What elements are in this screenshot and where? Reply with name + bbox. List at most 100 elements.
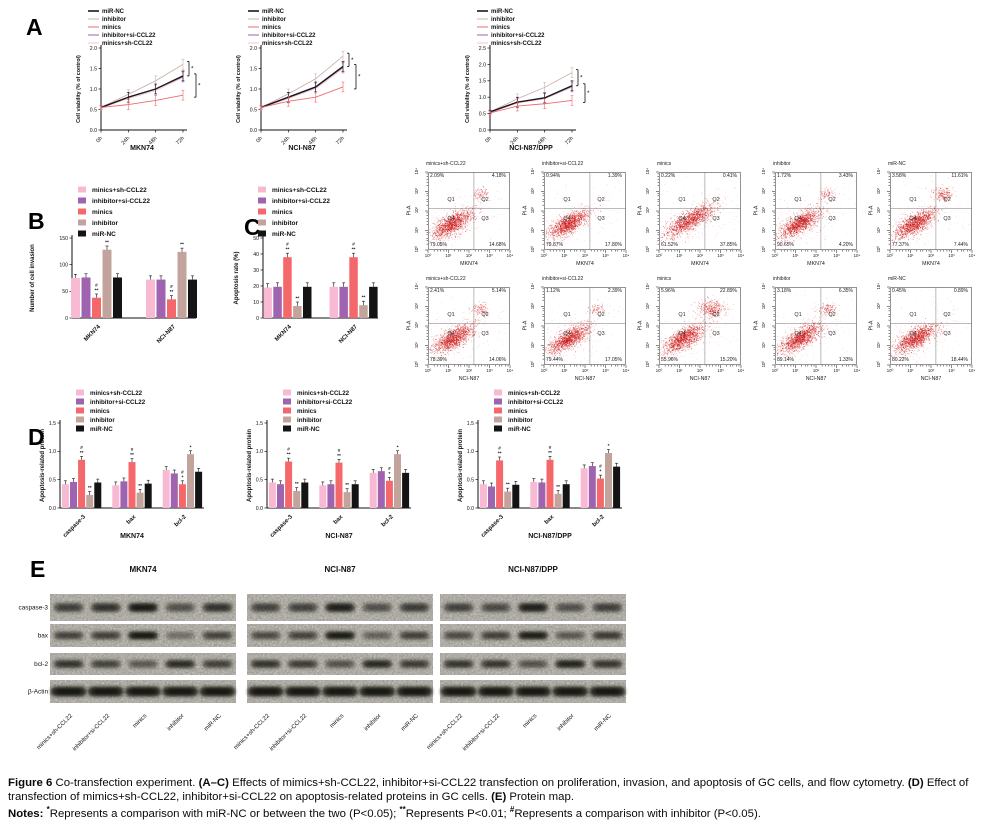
- blot-band-core: [403, 633, 425, 638]
- bar-miR-NC: [303, 286, 312, 318]
- blot-row-label: β-Actin: [28, 689, 48, 696]
- quadrant-label-Q2: Q2: [481, 196, 489, 203]
- blot-band-core: [255, 604, 277, 611]
- flow-y-tick: 10¹: [760, 341, 766, 348]
- sig-star: *: [198, 83, 201, 90]
- quadrant-pct-ur: 3.43%: [838, 172, 853, 179]
- blot-lane-label: minics+sh-CCL22: [426, 713, 464, 751]
- legend-swatch: [258, 219, 266, 226]
- legend-label: minics: [92, 209, 113, 216]
- flow-y-tick: 10²: [760, 322, 766, 329]
- flow-y-tick: 10²: [644, 322, 650, 329]
- bar-inhibitor: [504, 491, 512, 508]
- series-minics: [100, 94, 184, 108]
- legend-label: minics+sh-CCL22: [272, 187, 327, 194]
- quadrant-pct-ul: 0.45%: [892, 287, 907, 294]
- flow-y-tick: 10⁰: [413, 245, 419, 253]
- quadrant-label-Q4: Q4: [678, 331, 686, 338]
- legend-swatch: [258, 197, 266, 204]
- y-tick-label: 0.0: [256, 506, 263, 512]
- caption-segment: **: [399, 804, 406, 814]
- sig-annotation: **: [295, 296, 299, 302]
- flow-x-axis-label: NCI-N87: [689, 376, 711, 382]
- sig-annotation: **: [548, 450, 552, 456]
- flow-dot-cloud: [751, 275, 864, 388]
- y-tick-label: 2.0: [250, 46, 257, 52]
- blot-band-core: [559, 633, 581, 638]
- legend-swatch: [76, 398, 84, 405]
- legend-label: inhibitor+si-CCL22: [491, 33, 545, 39]
- flow-x-tick: 10¹: [792, 368, 799, 373]
- bar-inhibitor+si-CCL22: [120, 481, 128, 508]
- flow-y-tick: 10²: [529, 322, 535, 329]
- flow-title: minics+sh-CCL22: [426, 161, 466, 167]
- blot-band-core: [58, 661, 80, 667]
- bar-minics: [596, 478, 604, 508]
- flow-x-axis-label: NCI-N87: [920, 376, 942, 382]
- y-tick-label: 0.0: [467, 506, 474, 512]
- x-category-label: bcl-2: [592, 514, 607, 529]
- legend-swatch: [494, 389, 502, 396]
- bar-inhibitor+si-CCL22: [538, 482, 546, 508]
- y-tick-label: 1.0: [479, 95, 486, 101]
- blot-band-core: [329, 604, 351, 611]
- y-tick-label: 40: [253, 252, 259, 258]
- blot-lane-label: minics: [329, 713, 345, 729]
- blot-band-core: [95, 661, 117, 667]
- blot-band-core: [366, 604, 388, 611]
- flow-y-axis-label: PI-A: [522, 320, 529, 331]
- flow-plot-NCI-N87-inhibitor: inhibitor 3.18% 6.35% 89.14% 1.33% Q1 Q2 Q3 Q4 10…: [751, 275, 864, 388]
- quadrant-pct-ur: 0.41%: [722, 172, 737, 179]
- caption-segment: Protein map.: [506, 791, 574, 804]
- quadrant-pct-ur: 4.18%: [491, 172, 506, 179]
- quadrant-pct-ll: 79.87%: [546, 242, 563, 248]
- blot-lane-label: minics+sh-CCL22: [233, 713, 271, 751]
- quadrant-pct-ll: 79.05%: [430, 242, 447, 248]
- bar-inhibitor+si-CCL22: [588, 466, 596, 508]
- flow-x-tick: 10²: [812, 368, 820, 373]
- quadrant-label-Q4: Q4: [678, 216, 686, 223]
- quadrant-label-Q2: Q2: [828, 311, 836, 318]
- sig-annotation: #: [286, 242, 289, 248]
- flow-y-tick: 10¹: [875, 226, 881, 233]
- flow-y-tick: 10⁰: [644, 360, 650, 368]
- legend-label: inhibitor+si-CCL22: [508, 399, 564, 406]
- line-chart-NCI-N87: miR-NC inhibitor minics inhibitor+si-CCL22 m…: [236, 9, 361, 152]
- bar-inhibitor+si-CCL22: [273, 286, 282, 318]
- blot-row-label: bax: [38, 633, 49, 640]
- bar-miR-NC: [94, 482, 102, 508]
- sig-annotation: **: [287, 452, 291, 458]
- blot-band-core: [329, 633, 351, 638]
- sig-annotation: #: [599, 464, 602, 470]
- flow-y-tick: 10²: [760, 207, 766, 214]
- y-tick-label: 0.5: [256, 478, 263, 484]
- y-tick-label: 2.0: [479, 62, 486, 68]
- bar-minics: [92, 297, 101, 318]
- flow-y-tick: 10¹: [644, 226, 650, 233]
- bar-minics+sh-CCL22: [268, 482, 276, 508]
- flow-y-axis-label: PI-A: [868, 205, 875, 216]
- blot-band-core: [56, 688, 82, 695]
- flow-x-tick: 10¹: [445, 253, 452, 258]
- blot-band-core: [167, 688, 193, 695]
- quadrant-label-Q1: Q1: [563, 196, 571, 203]
- bar-inhibitor: [359, 305, 368, 318]
- blot-lane-label: inhibitor+si-CCL22: [462, 713, 502, 753]
- quadrant-label-Q4: Q4: [447, 216, 455, 223]
- legend-label: minics: [508, 408, 528, 415]
- bar-miR-NC: [195, 471, 203, 508]
- flow-y-axis-label: PI-A: [406, 205, 413, 216]
- flow-x-tick: 10³: [833, 368, 840, 373]
- series-miR-NC: [100, 75, 184, 109]
- flow-y-tick: 10²: [875, 207, 881, 214]
- flow-plot-NCI-N87-minics: minics 5.96% 22.89% 55.96% 15.20% Q1 Q2 Q3 Q4 10⁰…: [635, 275, 748, 388]
- flow-dot-cloud: [751, 160, 864, 273]
- flow-x-tick: 10³: [717, 368, 724, 373]
- y-tick-label: 1.5: [467, 421, 474, 427]
- flow-y-tick: 10¹: [875, 341, 881, 348]
- quadrant-label-Q3: Q3: [712, 216, 720, 223]
- quadrant-pct-ur: 1.39%: [607, 172, 622, 179]
- chart-title: NCI-N87: [288, 145, 315, 152]
- panel-label-B: B: [28, 208, 45, 234]
- flow-x-tick: 10³: [486, 368, 493, 373]
